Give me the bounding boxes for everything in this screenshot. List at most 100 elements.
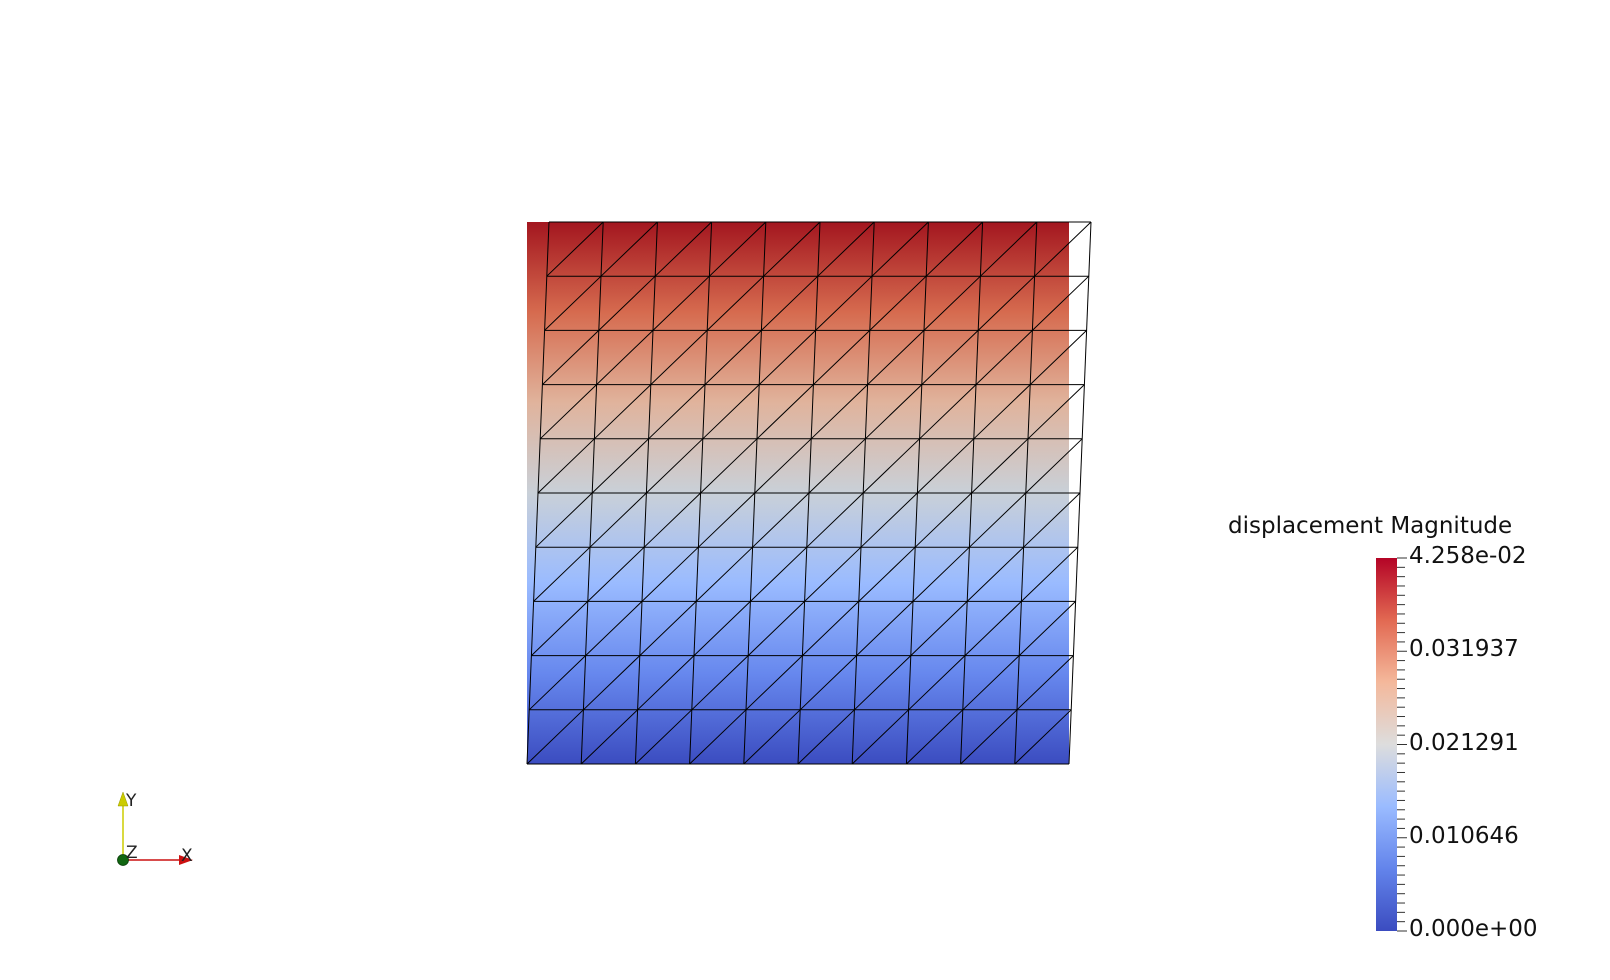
mesh-edge-diagonal [689,709,747,765]
mesh-edge-diagonal [813,330,871,385]
mesh-edge-diagonal [971,438,1029,494]
mesh-edge-diagonal [763,221,821,277]
mesh-edge-diagonal [535,492,593,548]
mesh-edge-diagonal [700,438,758,494]
mesh-edge-diagonal [693,601,751,656]
y-axis-label: Y [125,791,137,811]
mesh-edge-diagonal [973,384,1031,440]
mesh-edge-diagonal [702,384,760,440]
mesh-edge-diagonal [802,601,860,656]
mesh-edge-diagonal [761,275,819,331]
mesh-edge-diagonal [1018,601,1076,656]
mesh-edge-diagonal [799,655,857,711]
legend-label-min: 0.000e+00 [1409,916,1538,942]
mesh-edge-diagonal [912,546,970,602]
mesh-edge-diagonal [815,275,873,331]
mesh-edge-diagonal [923,275,981,331]
mesh-edge-diagonal [691,655,749,711]
mesh-edge-diagonal [745,655,803,711]
mesh-edge-diagonal [1029,330,1087,385]
mesh-edge-diagonal [526,709,584,765]
mesh-edge-diagonal [580,709,638,765]
mesh-edge-diagonal [966,546,1024,602]
mesh-edge-diagonal [906,709,964,765]
mesh-edge-diagonal [810,384,868,440]
legend-label-3: 0.031937 [1409,636,1519,662]
mesh-edge-diagonal [650,330,708,385]
mesh-edge-diagonal [747,601,805,656]
x-axis-arrowhead [179,855,193,865]
mesh-edge-diagonal [594,384,652,440]
z-axis-label: Z [126,843,138,863]
mesh-edge-diagonal [1032,275,1090,331]
mesh-edge-diagonal [585,601,643,656]
mesh-edge-diagonal [537,438,595,494]
x-axis-label: X [181,846,193,866]
legend-label-2: 0.021291 [1409,730,1519,756]
legend-label-max: 4.258e-02 [1409,543,1527,569]
mesh-edge-diagonal [587,546,645,602]
mesh-edge-diagonal [533,546,591,602]
mesh-wireframe [526,221,1092,765]
mesh-edge-diagonal [758,330,816,385]
orientation-axes[interactable]: Y X Z [117,791,194,866]
mesh-edge-diagonal [862,438,920,494]
z-axis-marker [117,854,129,866]
mesh-edge-diagonal [635,709,693,765]
mesh-edge-diagonal [806,492,864,548]
mesh-edge-diagonal [756,384,814,440]
mesh-edge-diagonal [910,601,968,656]
mesh-edge-diagonal [589,492,647,548]
mesh-edge-diagonal [591,438,649,494]
mesh-edge-diagonal [646,438,704,494]
legend-title: displacement Magnitude [1228,513,1512,539]
mesh-edge-diagonal [709,221,767,277]
mesh-edge-diagonal [1023,492,1081,548]
mesh-edge-diagonal [583,655,641,711]
mesh-edge-diagonal [652,275,710,331]
mesh-edge-diagonal [637,655,695,711]
mesh-edge-diagonal [1027,384,1085,440]
mesh-edge-diagonal [908,655,966,711]
mesh-edge-diagonal [797,709,855,765]
mesh-edge-diagonal [641,546,699,602]
mesh-edge-diagonal [871,221,929,277]
mesh-edge-diagonal [752,492,810,548]
mesh-edge-diagonal [869,275,927,331]
mesh-edge-diagonal [854,655,912,711]
mesh-edge-diagonal [704,330,762,385]
mesh-edge-diagonal [754,438,812,494]
mesh-edge-diagonal [962,655,1020,711]
mesh-edge-diagonal [865,384,923,440]
colorbar-legend: displacement Magnitude 4.258e-02 0.03193… [1228,513,1538,942]
colorbar-ticks [1397,557,1407,932]
legend-label-1: 0.010646 [1409,823,1519,849]
mesh-edge-diagonal [546,221,604,277]
mesh-edge-diagonal [654,221,712,277]
mesh-edge-diagonal [851,709,909,765]
mesh-edge-diagonal [856,601,914,656]
mesh-edge-diagonal [917,438,975,494]
y-axis-arrowhead [117,791,129,807]
mesh-edge-diagonal [600,221,658,277]
mesh-edge-diagonal [750,546,808,602]
mesh-edge-diagonal [914,492,972,548]
mesh-edge-diagonal [969,492,1027,548]
mesh-edge-diagonal [698,492,756,548]
mesh-edge-diagonal [921,330,979,385]
mesh-edge-diagonal [706,275,764,331]
colorbar [1376,558,1397,931]
mesh-edge-diagonal [925,221,983,277]
mesh-edge-diagonal [919,384,977,440]
mesh-edge-diagonal [817,221,875,277]
mesh-edge-diagonal [598,275,656,331]
mesh-edge-diagonal [648,384,706,440]
mesh-edge-diagonal [1014,709,1072,765]
mesh-edge-diagonal [808,438,866,494]
mesh-edge-diagonal [867,330,925,385]
mesh-edge-diagonal [531,601,589,656]
mesh-edge-diagonal [1025,438,1083,494]
mesh-edge-diagonal [975,330,1033,385]
mesh-edge-diagonal [1016,655,1074,711]
